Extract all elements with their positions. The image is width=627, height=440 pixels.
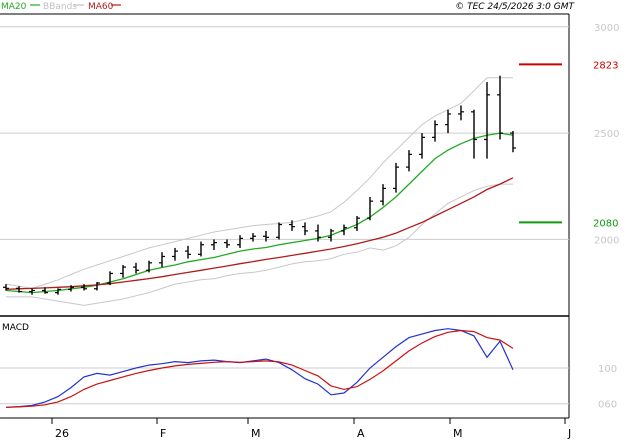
- ohlc-bar: [81, 284, 87, 291]
- price-bars: [3, 75, 516, 295]
- price-tick-label: 2500: [594, 129, 619, 140]
- ohlc-bar: [354, 216, 360, 231]
- x-tick-label: A: [357, 427, 365, 440]
- x-axis: 26 F M A M J: [51, 418, 571, 440]
- ohlc-bar: [68, 285, 74, 292]
- ohlc-bar: [484, 82, 490, 159]
- panel-frames: [0, 13, 570, 419]
- price-axis-ticks: 3000 2500 2000: [594, 23, 619, 247]
- moving-average-lines: [5, 132, 514, 294]
- ohlc-bar: [16, 286, 22, 293]
- ohlc-bar: [432, 120, 438, 142]
- ohlc-bar: [185, 245, 191, 259]
- legend-ma60-label: MA60: [88, 2, 114, 12]
- ohlc-bar: [276, 222, 282, 240]
- ohlc-bar: [263, 230, 269, 242]
- x-tick-label: J: [567, 427, 571, 440]
- ohlc-bar: [250, 233, 256, 242]
- macd-line: [5, 328, 514, 408]
- chart-header: MA20 BBands MA60 © TEC 24/5/2026 3:0 GMT: [1, 2, 576, 12]
- ohlc-bar: [289, 220, 295, 231]
- ohlc-bar: [328, 228, 334, 242]
- bollinger-bands: [5, 77, 513, 306]
- ohlc-bar: [133, 262, 139, 274]
- legend-ma20-label: MA20: [1, 2, 27, 12]
- ohlc-bar: [159, 252, 165, 268]
- x-tick-label: 26: [55, 427, 69, 440]
- ohlc-bar: [198, 241, 204, 257]
- price-tick-label: 2000: [594, 235, 619, 246]
- legend-bbands-label: BBands: [43, 2, 77, 12]
- ohlc-bar: [458, 105, 464, 121]
- ma60-line: [5, 177, 514, 291]
- ohlc-bar: [3, 284, 9, 291]
- x-tick-label: F: [160, 427, 166, 440]
- ohlc-bar: [341, 224, 347, 236]
- ohlc-bar: [94, 281, 100, 291]
- bband-upper-line: [5, 77, 513, 289]
- x-tick-label: M: [453, 427, 463, 440]
- ohlc-bar: [406, 150, 412, 172]
- price-tick-label: 3000: [594, 23, 619, 34]
- macd-tick-label: 100: [598, 364, 617, 375]
- macd-tick-label: 060: [598, 400, 617, 411]
- ohlc-bar: [497, 75, 503, 140]
- ohlc-bar: [237, 235, 243, 248]
- ohlc-bar: [302, 222, 308, 236]
- ohlc-bar: [211, 239, 217, 251]
- x-tick-label: M: [251, 427, 261, 440]
- ohlc-bar: [445, 109, 451, 134]
- ohlc-bar: [107, 271, 113, 286]
- price-levels: 2823 2080: [519, 60, 618, 229]
- ma20-line: [5, 132, 514, 294]
- ohlc-bar: [367, 196, 373, 221]
- ohlc-bar: [120, 264, 126, 278]
- ohlc-bar: [29, 288, 35, 295]
- macd-axis-ticks: 100 060: [598, 364, 617, 411]
- support-label: 2080: [593, 218, 618, 229]
- macd-grid: [0, 367, 569, 405]
- ohlc-bar: [55, 288, 61, 295]
- ohlc-bar: [510, 130, 516, 153]
- ohlc-bar: [393, 162, 399, 193]
- ohlc-bar: [172, 247, 178, 261]
- signal-line: [5, 329, 514, 408]
- ohlc-bar: [315, 224, 321, 242]
- resistance-label: 2823: [593, 60, 618, 71]
- ohlc-bar: [42, 287, 48, 294]
- macd-title: MACD: [2, 323, 29, 333]
- ohlc-bar: [146, 260, 152, 273]
- ohlc-bar: [471, 109, 477, 159]
- copyright-text: © TEC 24/5/2026 3:0 GMT: [455, 2, 575, 12]
- ohlc-bar: [224, 239, 230, 248]
- ohlc-bar: [419, 133, 425, 159]
- price-grid: [0, 26, 569, 240]
- macd-lines: [5, 328, 514, 408]
- ohlc-bar: [380, 184, 386, 206]
